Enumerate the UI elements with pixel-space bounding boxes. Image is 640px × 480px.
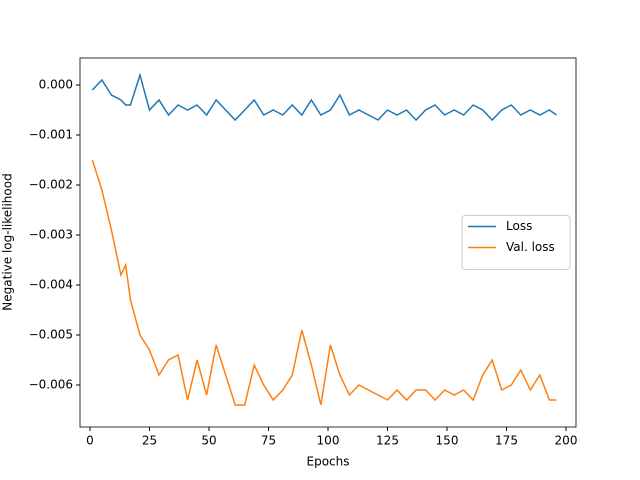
legend-label: Val. loss [506,240,555,254]
x-tick-label: 125 [376,434,399,448]
y-tick-label: −0.005 [29,328,73,342]
x-tick-label: 175 [495,434,518,448]
x-tick-label: 100 [317,434,340,448]
plot-frame [79,57,577,428]
y-tick-label: −0.003 [29,228,73,242]
y-tick-label: −0.004 [29,278,73,292]
line-series [91,72,557,122]
x-axis-label: Epochs [307,455,350,469]
x-tick-label: 25 [142,434,157,448]
y-tick-label: −0.001 [29,128,73,142]
x-tick-label: 50 [201,434,216,448]
x-tick-label: 75 [261,434,276,448]
legend-box [461,215,571,270]
x-tick-label: 0 [86,434,94,448]
y-tick-label: 0.000 [39,78,73,92]
x-tick-label: 200 [555,434,578,448]
y-tick-label: −0.006 [29,378,73,392]
x-tick-label: 150 [436,434,459,448]
legend-label: Loss [506,219,532,233]
line-series [91,159,557,406]
y-axis-label: Negative log-likelihood [1,173,15,310]
y-tick-label: −0.002 [29,178,73,192]
